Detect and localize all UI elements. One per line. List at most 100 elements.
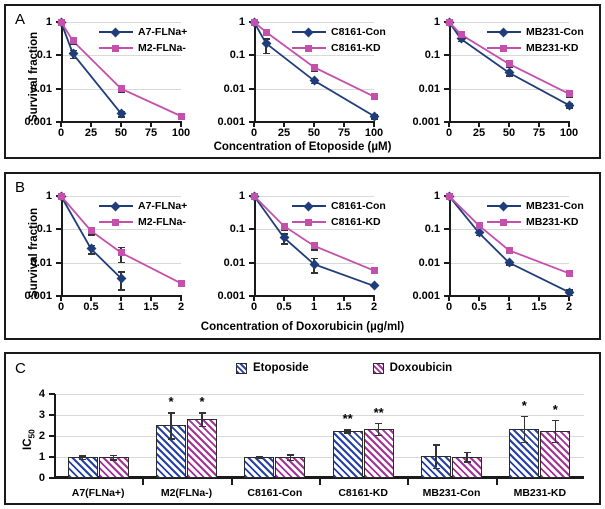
legend-marker-MB231-KD bbox=[487, 216, 521, 228]
chart-A3: 1 0.1 0.01 0.001 0 25 50 75 100 MB231-Con MB231-KD bbox=[6, 6, 599, 157]
error-bar-cap bbox=[198, 412, 206, 414]
error-bar-cap bbox=[167, 412, 175, 414]
gridline-A3-1 bbox=[449, 55, 569, 56]
data-point-MB231-KD bbox=[457, 31, 465, 39]
error-bar-cap bbox=[310, 70, 318, 73]
legend-label: MB231-Con bbox=[526, 26, 584, 38]
legend-point-C8161-KD bbox=[305, 45, 312, 52]
legend-B3: MB231-Con MB231-KD bbox=[487, 198, 584, 230]
x-tick-label-A2-3: 75 bbox=[337, 127, 351, 139]
y-tick-B2-1 bbox=[249, 228, 255, 231]
x-tick-label-B3-2: 1 bbox=[505, 301, 513, 313]
chart-A2: 1 0.1 0.01 0.001 0 25 50 75 100 C8161-Con C8161-KD bbox=[6, 6, 599, 157]
legend-item-C8161-Con: C8161-Con bbox=[292, 198, 386, 214]
y-axis-A3 bbox=[449, 22, 451, 122]
y-tick-B2-2 bbox=[249, 261, 255, 264]
gridline-A2-2 bbox=[254, 89, 374, 90]
data-point-M2-FLNa- bbox=[57, 192, 65, 200]
error-bar-cap bbox=[79, 458, 87, 461]
error-bar-cap bbox=[310, 272, 318, 274]
error-bar-cap bbox=[432, 444, 440, 446]
legend-point-MB231-Con bbox=[498, 201, 509, 212]
legend-marker-MB231-KD bbox=[487, 42, 521, 54]
x-tick-B1-1 bbox=[90, 295, 92, 301]
gridline-C1-1 bbox=[54, 457, 584, 458]
x-tick-label-A3-3: 75 bbox=[532, 127, 546, 139]
legend-marker-C8161-Con bbox=[292, 26, 326, 38]
significance-marker: ** bbox=[373, 404, 384, 420]
x-tick-A3-4 bbox=[568, 121, 570, 127]
data-point-M2-FLNa- bbox=[177, 279, 185, 287]
panel-b: B 1 0.1 0.01 0.001 0 0.5 1 1.5 2 A7-FLNa+ M2-FLNa- 1… bbox=[4, 172, 601, 340]
error-bar-cap bbox=[520, 441, 528, 444]
category-label-MB231-KD: MB231-KD bbox=[513, 487, 567, 499]
series-line-MB231-KD bbox=[448, 21, 570, 95]
series-lines-B2 bbox=[253, 195, 375, 287]
panel-c: C 0 1 2 3 4 IC50 A7(FLNa+) * * M2(FLNa-) C8161-Con *… bbox=[4, 352, 601, 505]
x-tick-label-A1-0: 0 bbox=[57, 127, 65, 139]
data-point-M2-FLNa- bbox=[117, 85, 125, 93]
data-point-MB231-KD bbox=[505, 246, 513, 254]
error-bar-cap bbox=[280, 243, 288, 245]
legend-item-MB231-KD: MB231-KD bbox=[487, 214, 584, 230]
y-tick-B1-2 bbox=[56, 261, 62, 264]
plot-area-B3 bbox=[444, 191, 574, 301]
legend-item-A7-FLNa+: A7-FLNa+ bbox=[99, 198, 187, 214]
gridline-A3-0 bbox=[449, 22, 569, 23]
data-point-M2-FLNa- bbox=[87, 227, 95, 235]
plot-area-A1 bbox=[56, 17, 185, 127]
x-tick-label-B3-3: 1.5 bbox=[531, 301, 547, 313]
y-tick-label-A3-1: 0.1 bbox=[424, 49, 440, 62]
x-axis-title-B: Concentration of Doxorubicin (µg/ml) bbox=[200, 321, 405, 333]
y-tick-label-A1-1: 0.1 bbox=[36, 49, 52, 62]
error-bar-cap bbox=[286, 454, 294, 456]
data-point-C8161-KD bbox=[280, 222, 288, 230]
y-tick-label-A2-3: 0.001 bbox=[217, 116, 245, 128]
gridline-C1-3 bbox=[54, 415, 584, 416]
y-tick-B1-1 bbox=[56, 228, 62, 231]
y-tick-A2-3 bbox=[249, 121, 255, 123]
legend-label: C8161-Con bbox=[331, 200, 386, 212]
error-bar-cap bbox=[310, 257, 318, 260]
legend-item-MB231-Con: MB231-Con bbox=[487, 24, 584, 40]
series-lines-A3 bbox=[448, 21, 570, 106]
bar-MB231-Con-Doxoubicin bbox=[452, 456, 482, 478]
significance-marker: * bbox=[552, 401, 558, 417]
error-bar-cap bbox=[110, 459, 118, 461]
category-separator-tick bbox=[407, 478, 410, 485]
legend-point-C8161-KD bbox=[305, 219, 312, 226]
y-tick-label-A3-0: 1 bbox=[433, 16, 440, 28]
x-axis-title-A: Concentration of Etoposide (µM) bbox=[213, 141, 392, 153]
legend-item-C8161-Con: C8161-Con bbox=[292, 24, 386, 40]
legend-item-C8161-KD: C8161-KD bbox=[292, 214, 386, 230]
error-bar-cap bbox=[375, 434, 383, 437]
x-axis-C1 bbox=[54, 476, 584, 479]
error-bar-cap bbox=[255, 457, 263, 460]
y-tick-A1-1 bbox=[56, 54, 62, 57]
y-tick-label-A1-2: 0.01 bbox=[30, 82, 52, 95]
y-axis-title-text: IC bbox=[22, 438, 34, 451]
y-tick-label-B2-1: 0.1 bbox=[229, 223, 245, 236]
error-bar bbox=[81, 455, 84, 459]
chart-C1: 0 1 2 3 4 IC50 A7(FLNa+) * * M2(FLNa-) C8161-Con **… bbox=[6, 354, 599, 503]
y-tick-label-A1-0: 1 bbox=[45, 16, 52, 28]
category-separator-tick bbox=[495, 478, 498, 485]
x-tick-B2-1 bbox=[283, 295, 285, 301]
gridline-C1-4 bbox=[54, 394, 584, 395]
y-tick-C1-3 bbox=[49, 414, 55, 416]
y-tick-B3-2 bbox=[444, 261, 450, 264]
error-bar bbox=[377, 422, 380, 435]
category-label-A7(FLNa+): A7(FLNa+) bbox=[71, 487, 125, 499]
x-tick-B1-2 bbox=[120, 295, 122, 301]
data-point-M2-FLNa- bbox=[57, 18, 65, 26]
data-point-M2-FLNa- bbox=[69, 37, 77, 45]
data-point-MB231-KD bbox=[565, 90, 573, 98]
data-point-M2-FLNa- bbox=[177, 112, 185, 120]
error-bar-cap bbox=[79, 455, 87, 457]
legend-point-MB231-KD bbox=[500, 219, 507, 226]
gridline-A1-0 bbox=[61, 22, 181, 23]
y-tick-label-A2-0: 1 bbox=[238, 16, 245, 28]
gridline-A2-0 bbox=[254, 22, 374, 23]
legend-label: A7-FLNa+ bbox=[138, 26, 188, 38]
x-tick-label-B2-3: 1.5 bbox=[336, 301, 352, 313]
